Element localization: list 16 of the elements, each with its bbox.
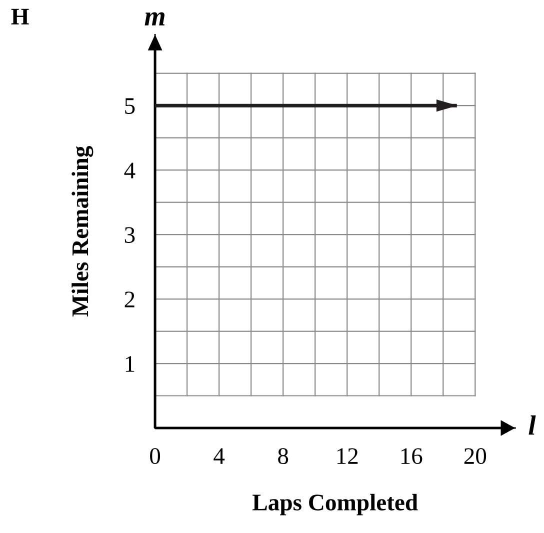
x-tick-label: 0 (150, 448, 160, 464)
x-tick-label: 8 (278, 448, 288, 464)
x-tick-label: 12 (337, 448, 358, 464)
text: H (11, 8, 29, 24)
y-axis-title: Miles Remaining (72, 146, 94, 317)
y-tick-label: 2 (124, 292, 134, 308)
x-axis-title: Laps Completed (252, 494, 418, 516)
y-tick-label: 1 (126, 356, 134, 372)
x-tick-label: 4 (214, 448, 225, 464)
y-tick-label: 5 (125, 98, 135, 114)
text: m (144, 12, 165, 26)
y-tick-label: 3 (124, 227, 135, 243)
x-tick-label: 20 (464, 448, 486, 464)
x-tick-label: 16 (401, 448, 422, 464)
y-tick-label: 4 (124, 162, 136, 178)
text: l (528, 415, 536, 435)
